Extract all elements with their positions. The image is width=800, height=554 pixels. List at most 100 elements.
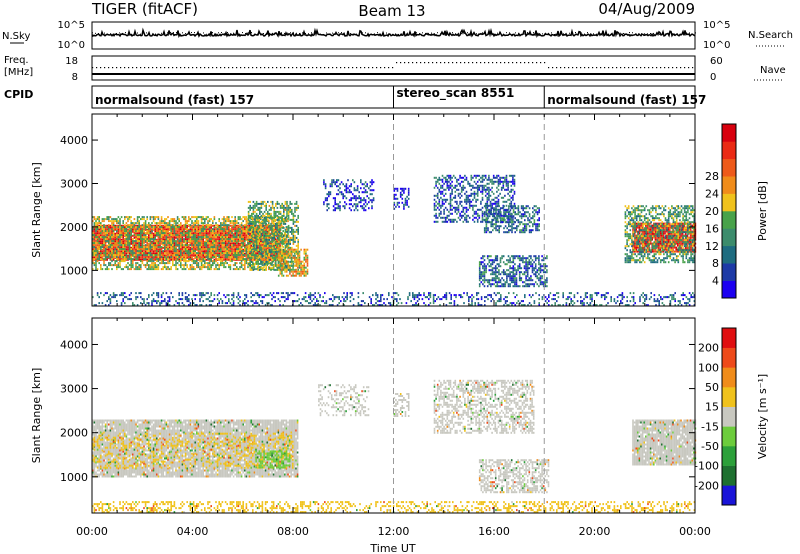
nave-point: [628, 67, 630, 69]
heatmap-cell: [96, 216, 99, 219]
nsearch-point: [317, 32, 318, 34]
heatmap-cell: [108, 252, 110, 255]
nave-point: [360, 67, 362, 69]
heatmap-cell: [266, 232, 268, 235]
heatmap-cell: [162, 262, 164, 265]
heatmap-cell: [95, 250, 97, 253]
heatmap-cell: [101, 234, 104, 237]
heatmap-cell: [189, 226, 192, 229]
heatmap-cell: [207, 266, 209, 269]
heatmap-cell: [135, 242, 137, 245]
heatmap-cell: [194, 220, 196, 223]
heatmap-cell: [223, 264, 225, 267]
noise-right-tick-bottom: 10^0: [703, 40, 730, 51]
heatmap-cell: [228, 226, 230, 229]
heatmap-cell: [154, 240, 156, 243]
nave-point: [452, 62, 454, 64]
heatmap-cell: [231, 232, 233, 235]
heatmap-cell: [255, 230, 258, 233]
heatmap-cell: [210, 228, 212, 231]
heatmap-cell: [200, 242, 203, 245]
heatmap-cell: [112, 222, 115, 225]
heatmap-cell: [220, 260, 222, 263]
heatmap-cell: [186, 248, 188, 251]
heatmap-cell: [175, 236, 177, 239]
heatmap-cell: [286, 264, 288, 267]
heatmap-cell: [266, 252, 268, 255]
heatmap-cell: [143, 230, 145, 233]
nsearch-point: [407, 32, 408, 34]
heatmap-cell: [194, 250, 196, 253]
heatmap-cell: [292, 214, 295, 217]
heatmap-cell: [135, 230, 137, 233]
heatmap-cell: [283, 242, 285, 245]
heatmap-cell: [111, 224, 113, 227]
heatmap-cell: [120, 250, 123, 253]
heatmap-cell: [270, 250, 272, 253]
heatmap-cell: [200, 216, 203, 219]
heatmap-cell: [202, 244, 204, 247]
heatmap-cell: [122, 242, 124, 245]
heatmap-cell: [164, 222, 166, 225]
heatmap-cell: [148, 240, 150, 243]
heatmap-cell: [270, 212, 272, 215]
heatmap-cell: [152, 234, 155, 237]
heatmap-cell: [165, 228, 168, 231]
heatmap-cell: [127, 228, 129, 231]
nave-point: [592, 67, 594, 69]
heatmap-cell: [183, 252, 185, 255]
heatmap-cell: [196, 232, 198, 235]
heatmap-cell: [259, 246, 261, 249]
heatmap-cell: [176, 230, 179, 233]
heatmap-cell: [178, 228, 180, 231]
heatmap-cell: [286, 266, 288, 269]
heatmap-cell: [124, 248, 126, 251]
heatmap-cell: [162, 240, 164, 243]
heatmap-cell: [274, 216, 276, 219]
heatmap-cell: [226, 240, 228, 243]
heatmap-cell: [255, 220, 258, 223]
heatmap-cell: [276, 268, 279, 271]
heatmap-cell: [231, 260, 233, 263]
heatmap-cell: [173, 226, 176, 229]
heatmap-cell: [184, 260, 187, 263]
heatmap-cell: [287, 218, 289, 221]
heatmap-cell: [183, 240, 185, 243]
heatmap-cell: [178, 246, 180, 249]
heatmap-cell: [100, 258, 102, 261]
nsearch-point: [449, 32, 450, 34]
heatmap-cell: [202, 246, 204, 249]
heatmap-cell: [181, 256, 184, 259]
heatmap-cell: [175, 266, 177, 269]
nsearch-point: [524, 33, 525, 35]
heatmap-cell: [178, 220, 180, 223]
heatmap-cell: [234, 238, 236, 241]
heatmap-cell: [207, 248, 209, 251]
heatmap-cell: [148, 226, 150, 229]
heatmap-cell: [242, 254, 244, 257]
heatmap-cell: [223, 220, 225, 223]
heatmap-cell: [96, 252, 99, 255]
heatmap-cell: [197, 220, 200, 223]
heatmap-cell: [268, 216, 271, 219]
heatmap-cell: [275, 224, 277, 227]
nave-point: [688, 67, 690, 69]
heatmap-cell: [143, 234, 145, 237]
heatmap-cell: [148, 264, 150, 267]
heatmap-cell: [284, 200, 287, 203]
nsearch-point: [266, 32, 267, 34]
heatmap-cell: [220, 248, 222, 251]
heatmap-cell: [255, 236, 258, 239]
heatmap-cell: [100, 240, 102, 243]
heatmap-cell: [231, 226, 233, 229]
nave-point: [424, 62, 426, 64]
heatmap-cell: [120, 252, 123, 255]
heatmap-cell: [152, 266, 155, 269]
heatmap-cell: [112, 244, 115, 247]
heatmap-cell: [144, 248, 147, 251]
heatmap-cell: [276, 246, 278, 249]
heatmap-cell: [109, 250, 112, 253]
heatmap-cell: [221, 254, 224, 257]
heatmap-cell: [276, 248, 279, 251]
heatmap-cell: [259, 262, 261, 265]
